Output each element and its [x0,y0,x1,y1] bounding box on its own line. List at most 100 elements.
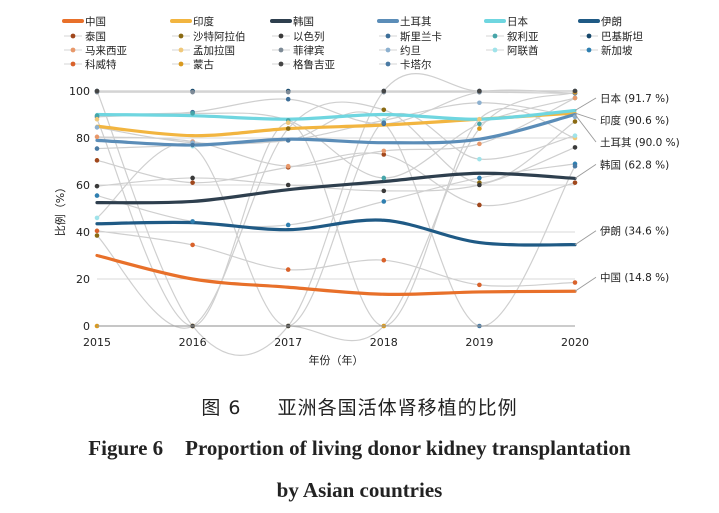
series-line [95,253,577,297]
series-line [95,171,577,205]
caption-chinese-number: 图 6 [201,397,242,419]
leader-line [574,97,597,111]
data-point [94,116,100,122]
legend-label: 斯里兰卡 [400,30,442,43]
series-line [97,91,576,94]
x-tick-label: 2019 [465,336,493,349]
x-tick-label: 2015 [83,336,111,349]
data-point [285,138,291,143]
x-tick-label: 2016 [179,336,207,349]
legend-label: 泰国 [85,30,106,43]
legend-label: 孟加拉国 [193,44,235,57]
data-point [190,142,195,148]
data-points [94,88,578,329]
legend-label: 叙利亚 [507,30,539,43]
end-label: 韩国 (62.8 %) [600,158,669,171]
legend-label: 卡塔尔 [400,58,432,71]
data-point [285,126,291,131]
legend-swatch-dot [70,47,76,53]
end-labels: 日本 (91.7 %) 印度 (90.6 %) 土耳其 (90.0 %) 韩国 (62… [574,92,680,292]
series-line [95,218,577,247]
data-point [477,141,482,147]
series-line [96,101,576,329]
legend-label: 马来西亚 [85,45,127,57]
data-point [94,113,100,118]
x-tick-label: 2017 [274,336,302,349]
leader-line [574,164,597,179]
y-tick-label: 20 [76,273,90,286]
data-point [477,282,482,288]
data-point [94,134,100,140]
legend-label: 菲律宾 [293,44,325,57]
leader-line [574,230,597,246]
series-line [96,102,576,145]
data-point [94,193,100,198]
data-point [572,95,578,101]
data-point [285,89,291,95]
legend-swatch-dot [178,47,184,53]
data-point [94,233,100,238]
data-point [285,96,291,102]
data-point [477,202,482,208]
legend-label: 伊朗 [601,16,622,28]
end-label: 中国 (14.8 %) [600,271,669,284]
legend-swatch-dot [385,47,391,53]
data-point [572,180,578,185]
legend-swatch-dot [278,33,284,39]
data-point [94,158,100,163]
data-point [572,133,578,138]
data-point [285,163,291,169]
y-tick-label: 80 [76,132,90,145]
data-point [94,183,100,189]
series-line [96,146,576,192]
series-line [96,152,576,207]
caption-chinese: 图 6 亚洲各国活体肾移植的比例 [0,393,719,420]
legend-swatch-dot [70,61,76,67]
x-tick-label: 2020 [561,336,589,349]
data-point [285,267,291,272]
data-point [94,125,100,130]
series-line [95,112,577,147]
series-line [96,230,576,287]
data-point [477,88,482,94]
data-point [190,111,195,116]
legend-swatch-dot [492,33,498,39]
leader-line [574,276,597,292]
data-point [190,242,195,248]
data-point [190,180,195,185]
series-line [96,97,576,167]
series-line [96,97,576,179]
data-point [381,107,387,113]
end-label: 土耳其 (90.0 %) [600,136,680,149]
data-point [285,222,291,228]
data-point [94,228,100,234]
end-label: 印度 (90.6 %) [600,114,669,127]
legend-swatch-dot [492,47,498,53]
caption-chinese-title: 亚洲各国活体肾移植的比例 [277,397,518,419]
data-point [477,175,482,181]
legend-swatch-dot [586,33,592,39]
y-tick-label: 40 [76,226,90,239]
data-point [190,175,195,181]
data-point [572,163,578,169]
legend-label: 韩国 [293,15,314,28]
x-tick-label: 2018 [370,336,398,349]
series-line [95,108,577,121]
end-label: 日本 (91.7 %) [600,92,669,105]
legend-swatch-dot [178,33,184,39]
data-point [94,215,100,221]
legend-swatch-dot [586,47,592,53]
data-point [190,219,195,224]
legend-label: 科威特 [85,58,117,71]
data-point [477,182,482,188]
data-point [477,116,482,122]
legend-label: 土耳其 [400,15,432,28]
caption-english-title: Proportion of living donor kidney transp… [185,436,631,460]
legend-label: 新加坡 [601,44,633,57]
leader-line [574,112,597,121]
caption-english-line1: Figure 6 Proportion of living donor kidne… [0,436,719,461]
y-tick-label: 60 [76,179,90,192]
data-point [381,188,387,194]
